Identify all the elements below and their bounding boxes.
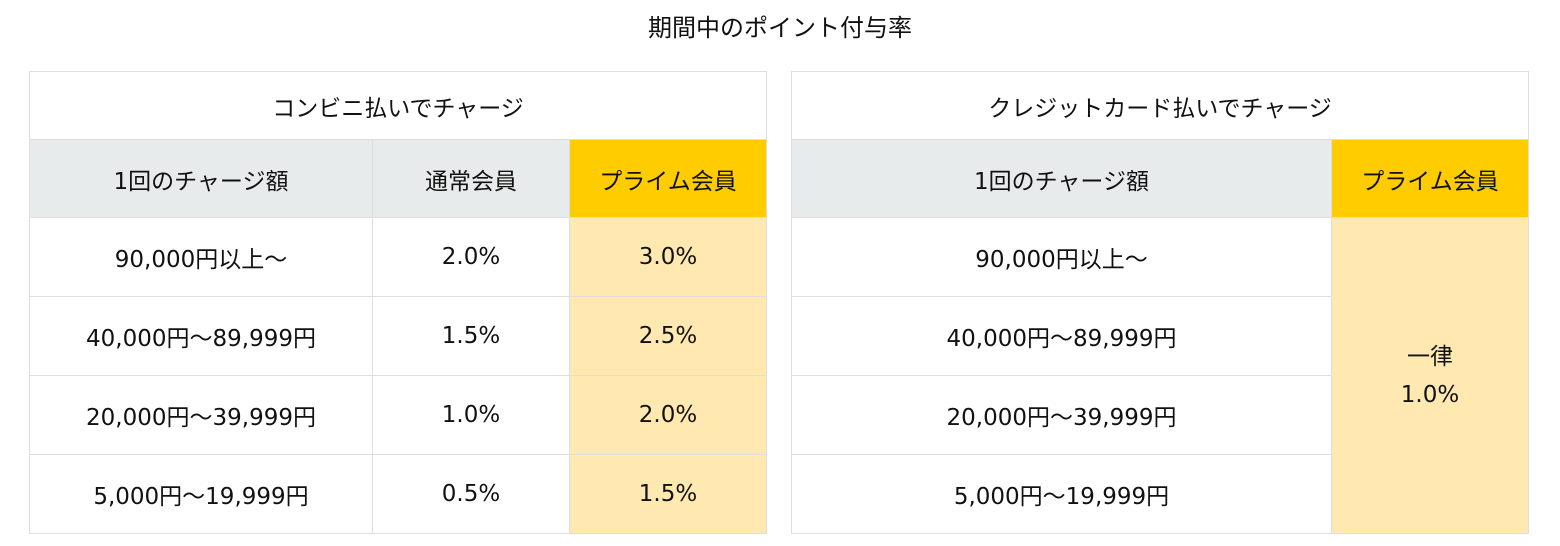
- page-title: 期間中のポイント付与率: [648, 14, 912, 42]
- table-row: 40,000円～89,999円 1.5% 2.5%: [29, 296, 768, 376]
- table-row: 90,000円以上～ 2.0% 3.0%: [29, 217, 768, 297]
- credit-table-title: クレジットカード払いでチャージ: [791, 71, 1529, 140]
- flat-rate-value: 1.0%: [1400, 381, 1460, 408]
- prime-rate-cell: 3.0%: [568, 217, 768, 297]
- charge-amount-cell: 5,000円～19,999円: [791, 454, 1332, 534]
- charge-amount-cell: 20,000円～39,999円: [791, 375, 1332, 455]
- regular-rate-cell: 2.0%: [372, 217, 570, 297]
- regular-rate-cell: 0.5%: [372, 454, 570, 534]
- table-row: 90,000円以上～ 一律 1.0%: [791, 217, 1529, 534]
- table-row: 20,000円～39,999円 1.0% 2.0%: [29, 375, 768, 455]
- prime-rate-cell: 2.5%: [568, 296, 768, 376]
- table-row: 20,000円～39,999円: [791, 375, 1529, 455]
- charge-amount-cell: 20,000円～39,999円: [29, 375, 373, 455]
- charge-amount-cell: 40,000円～89,999円: [791, 296, 1332, 376]
- credit-card-charge-table: クレジットカード払いでチャージ 1回のチャージ額 プライム会員 90,000円以…: [791, 71, 1529, 534]
- charge-amount-cell: 40,000円～89,999円: [29, 296, 373, 376]
- convenience-charge-table: コンビニ払いでチャージ 1回のチャージ額 通常会員 プライム会員 90,000円…: [28, 71, 768, 534]
- table-row: 5,000円～19,999円: [791, 454, 1529, 534]
- charge-amount-cell: 90,000円以上～: [791, 217, 1332, 297]
- regular-rate-cell: 1.5%: [372, 296, 570, 376]
- charge-amount-cell: 5,000円～19,999円: [29, 454, 373, 534]
- prime-flat-rate-cell: 一律 1.0%: [1331, 217, 1529, 534]
- convenience-table-title: コンビニ払いでチャージ: [28, 71, 768, 140]
- prime-rate-cell: 2.0%: [568, 375, 768, 455]
- header-regular-member: 通常会員: [372, 139, 570, 218]
- prime-rate-cell: 1.5%: [568, 454, 768, 534]
- flat-rate-label: 一律: [1407, 343, 1453, 370]
- table-row: 40,000円～89,999円: [791, 296, 1529, 376]
- charge-amount-cell: 90,000円以上～: [29, 217, 373, 297]
- regular-rate-cell: 1.0%: [372, 375, 570, 455]
- table-row: 5,000円～19,999円 0.5% 1.5%: [29, 454, 768, 534]
- header-prime-member: プライム会員: [568, 139, 768, 218]
- header-charge-amount: 1回のチャージ額: [791, 139, 1332, 218]
- header-prime-member: プライム会員: [1331, 139, 1529, 218]
- header-charge-amount: 1回のチャージ額: [29, 139, 373, 218]
